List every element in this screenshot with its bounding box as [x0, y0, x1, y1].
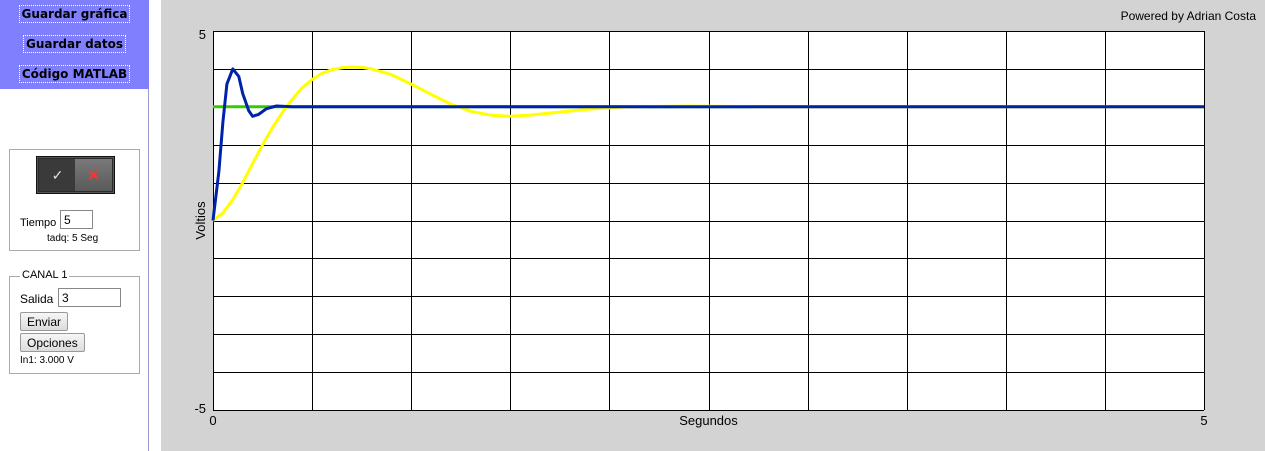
send-button[interactable]: Enviar	[20, 312, 69, 331]
time-input[interactable]	[60, 210, 93, 229]
save-data-link[interactable]: Guardar datos	[0, 35, 149, 53]
save-chart-label: Guardar gráfica	[18, 5, 131, 23]
series-layer	[211, 65, 1204, 222]
x-axis-label: Segundos	[679, 413, 738, 428]
check-icon[interactable]: ✓	[39, 159, 76, 191]
channel-legend: CANAL 1	[20, 269, 70, 281]
acquisition-toggle[interactable]: ✓ ✕	[36, 156, 115, 194]
menu-panel: Guardar gráfica Guardar datos Código MAT…	[0, 0, 149, 89]
close-icon[interactable]: ✕	[75, 159, 112, 191]
tadq-text: tadq: 5 Seg	[47, 233, 99, 244]
plot-panel: Powered by Adrian Costa Voltios Segundos…	[161, 0, 1265, 451]
x-tick-label: 5	[1200, 413, 1207, 428]
y-tick-label: 5	[199, 27, 206, 42]
tick-labels: 5 -50 5	[194, 27, 1207, 428]
channel-reading: In1: 3.000 V	[20, 355, 74, 366]
save-data-label: Guardar datos	[22, 35, 127, 53]
output-label: Salida	[20, 292, 54, 306]
credit-text: Powered by Adrian Costa	[1120, 9, 1256, 23]
save-chart-link[interactable]: Guardar gráfica	[0, 5, 149, 23]
channel-box: CANAL 1 Salida Enviar Opciones In1: 3.00…	[9, 269, 140, 374]
voltage-chart: Voltios Segundos 5 -50 5	[193, 27, 1208, 428]
acquisition-box: ✓ ✕ Tiempo tadq: 5 Seg	[9, 149, 140, 251]
y-tick-label: -5	[194, 401, 206, 416]
matlab-code-link[interactable]: Código MATLAB	[0, 65, 149, 83]
plot-area	[213, 31, 1204, 410]
matlab-code-label: Código MATLAB	[18, 65, 131, 83]
series-line-3	[211, 67, 1204, 221]
options-button[interactable]: Opciones	[20, 333, 85, 352]
y-axis-label: Voltios	[193, 201, 208, 240]
x-tick-label: 0	[209, 413, 216, 428]
output-input[interactable]	[58, 288, 121, 307]
sidebar: Guardar gráfica Guardar datos Código MAT…	[0, 0, 149, 451]
time-label: Tiempo	[20, 217, 57, 229]
